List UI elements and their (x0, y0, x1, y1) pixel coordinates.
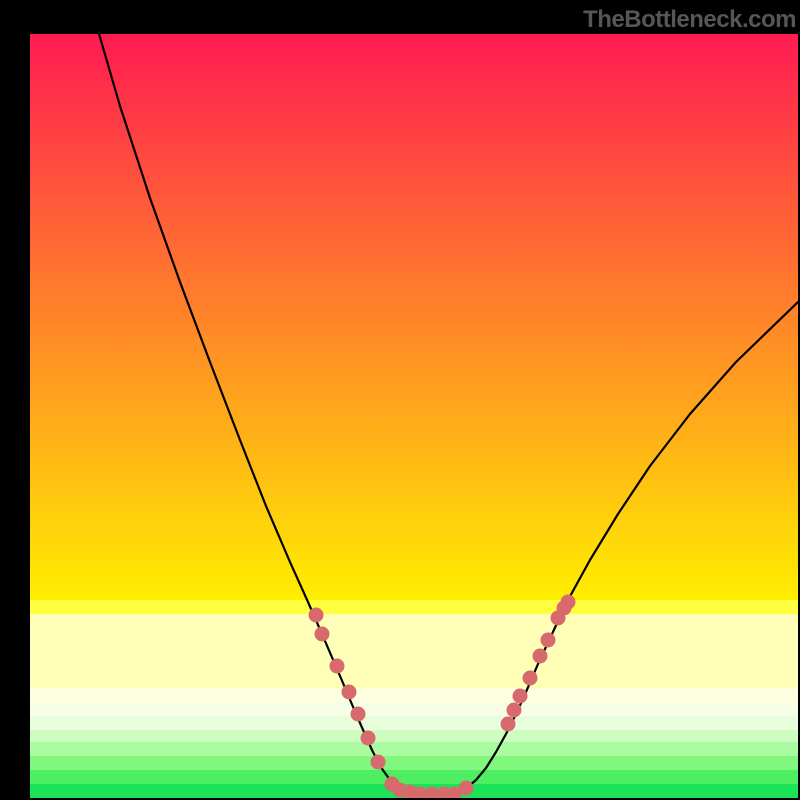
watermark-label: TheBottleneck.com (583, 6, 796, 34)
plot-area (30, 34, 798, 798)
